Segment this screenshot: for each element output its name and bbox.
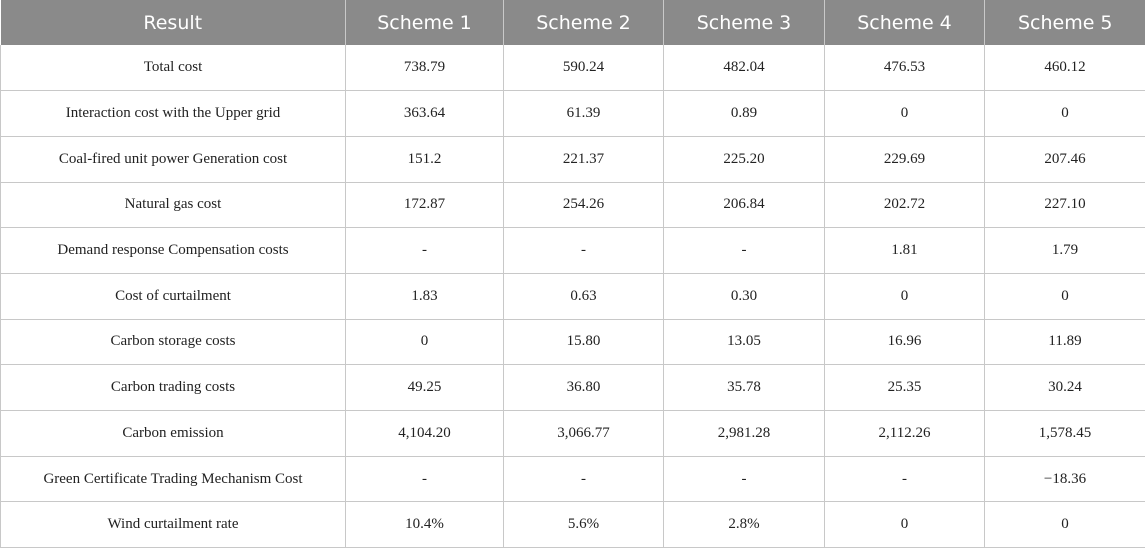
table-cell: 61.39 bbox=[503, 90, 664, 137]
table-cell: 225.20 bbox=[663, 136, 825, 183]
table-cell: 172.87 bbox=[345, 182, 504, 229]
table-cell: 738.79 bbox=[345, 45, 504, 92]
table-cell: 229.69 bbox=[824, 136, 985, 183]
table-cell: 0.30 bbox=[663, 273, 825, 320]
table-cell: - bbox=[663, 456, 825, 503]
table-cell: 0 bbox=[345, 319, 504, 366]
table-cell: 36.80 bbox=[503, 364, 664, 411]
table-row: Demand response Compensation costs - - -1.8… bbox=[0, 227, 1145, 274]
table-cell: 1,578.45 bbox=[984, 410, 1145, 457]
row-label-cell: Interaction cost with the Upper grid bbox=[0, 90, 346, 137]
table-cell: 206.84 bbox=[663, 182, 825, 229]
table-row: Wind curtailment rate 10.4% 5.6% 2.8% 0 0 bbox=[0, 501, 1145, 548]
table-cell: 221.37 bbox=[503, 136, 664, 183]
table-cell: 1.83 bbox=[345, 273, 504, 320]
row-label-cell: Carbon emission bbox=[0, 410, 346, 457]
table-cell: −18.36 bbox=[984, 456, 1145, 503]
table-cell: 1.79 bbox=[984, 227, 1145, 274]
header-scheme-3: Scheme 3 bbox=[663, 0, 825, 45]
table-cell: - bbox=[503, 227, 664, 274]
table-cell: 0.89 bbox=[663, 90, 825, 137]
table-cell: 151.2 bbox=[345, 136, 504, 183]
table-cell: - bbox=[663, 227, 825, 274]
table-cell: - bbox=[345, 227, 504, 274]
table-cell: 476.53 bbox=[824, 45, 985, 92]
table-cell: 0 bbox=[824, 90, 985, 137]
table-cell: 15.80 bbox=[503, 319, 664, 366]
row-label-cell: Carbon storage costs bbox=[0, 319, 346, 366]
table-cell: 482.04 bbox=[663, 45, 825, 92]
table-cell: 30.24 bbox=[984, 364, 1145, 411]
table-row: Total cost 738.79 590.24 482.04 476.53 460.12 bbox=[0, 45, 1145, 92]
table-cell: 0 bbox=[984, 273, 1145, 320]
table-row: Cost of curtailment 1.83 0.63 0.30 0 0 bbox=[0, 273, 1145, 320]
row-label-cell: Coal-fired unit power Generation cost bbox=[0, 136, 346, 183]
table-cell: 460.12 bbox=[984, 45, 1145, 92]
table-cell: 0 bbox=[824, 501, 985, 548]
header-scheme-1: Scheme 1 bbox=[345, 0, 504, 45]
header-row: Result Scheme 1 Scheme 2 Scheme 3 Scheme… bbox=[0, 0, 1145, 45]
table-cell: 2,981.28 bbox=[663, 410, 825, 457]
table-cell: 25.35 bbox=[824, 364, 985, 411]
table-cell: 0 bbox=[984, 90, 1145, 137]
table-cell: 0 bbox=[984, 501, 1145, 548]
table-row: Natural gas cost 172.87 254.26 206.84 202.72… bbox=[0, 182, 1145, 229]
table-cell: - bbox=[503, 456, 664, 503]
table-cell: 0.63 bbox=[503, 273, 664, 320]
table-cell: 207.46 bbox=[984, 136, 1145, 183]
table-header: Result Scheme 1 Scheme 2 Scheme 3 Scheme… bbox=[0, 0, 1145, 45]
table-cell: 2.8% bbox=[663, 501, 825, 548]
row-label-cell: Carbon trading costs bbox=[0, 364, 346, 411]
table-cell: - bbox=[345, 456, 504, 503]
row-label-cell: Total cost bbox=[0, 45, 346, 92]
table-row: Green Certificate Trading Mechanism Cost… bbox=[0, 456, 1145, 503]
header-scheme-2: Scheme 2 bbox=[503, 0, 664, 45]
table-row: Interaction cost with the Upper grid 363.… bbox=[0, 90, 1145, 137]
table-cell: 4,104.20 bbox=[345, 410, 504, 457]
table-cell: 590.24 bbox=[503, 45, 664, 92]
table-cell: 5.6% bbox=[503, 501, 664, 548]
table-cell: 35.78 bbox=[663, 364, 825, 411]
table-row: Coal-fired unit power Generation cost 151… bbox=[0, 136, 1145, 183]
table-cell: 0 bbox=[824, 273, 985, 320]
table-cell: 13.05 bbox=[663, 319, 825, 366]
table-row: Carbon storage costs 0 15.80 13.05 16.96 11.8… bbox=[0, 319, 1145, 366]
table-cell: 363.64 bbox=[345, 90, 504, 137]
table-row: Carbon emission 4,104.20 3,066.77 2,981.28 2… bbox=[0, 410, 1145, 457]
table-cell: 1.81 bbox=[824, 227, 985, 274]
table-cell: 16.96 bbox=[824, 319, 985, 366]
header-scheme-5: Scheme 5 bbox=[984, 0, 1145, 45]
table-cell: 254.26 bbox=[503, 182, 664, 229]
row-label-cell: Cost of curtailment bbox=[0, 273, 346, 320]
row-label-cell: Wind curtailment rate bbox=[0, 501, 346, 548]
row-label-cell: Demand response Compensation costs bbox=[0, 227, 346, 274]
row-label-cell: Natural gas cost bbox=[0, 182, 346, 229]
table-cell: 10.4% bbox=[345, 501, 504, 548]
table-cell: 2,112.26 bbox=[824, 410, 985, 457]
table-cell: 11.89 bbox=[984, 319, 1145, 366]
table-row: Carbon trading costs 49.25 36.80 35.78 25.35… bbox=[0, 364, 1145, 411]
row-label-cell: Green Certificate Trading Mechanism Cost bbox=[0, 456, 346, 503]
header-scheme-4: Scheme 4 bbox=[824, 0, 985, 45]
table-cell: 202.72 bbox=[824, 182, 985, 229]
table-cell: 49.25 bbox=[345, 364, 504, 411]
header-result: Result bbox=[0, 0, 346, 45]
table-cell: 3,066.77 bbox=[503, 410, 664, 457]
table-body: Total cost 738.79 590.24 482.04 476.53 460.12… bbox=[0, 45, 1145, 548]
table-cell: - bbox=[824, 456, 985, 503]
table-cell: 227.10 bbox=[984, 182, 1145, 229]
